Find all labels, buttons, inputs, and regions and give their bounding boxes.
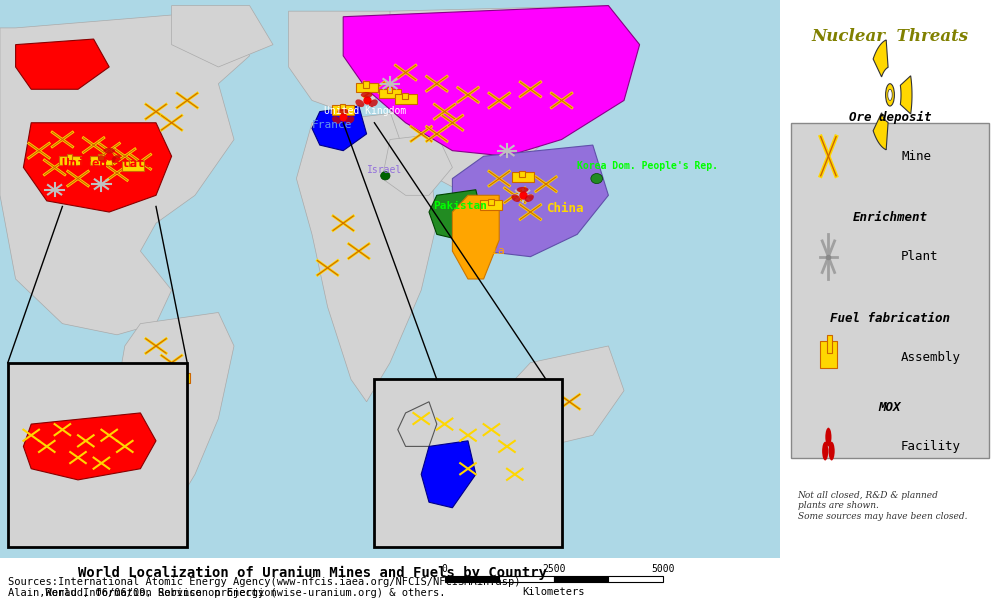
Polygon shape (23, 413, 156, 480)
Ellipse shape (369, 100, 378, 107)
Bar (363, 82, 369, 88)
Bar (543, 394, 548, 400)
Text: MOX: MOX (879, 401, 901, 414)
Bar (374, 379, 562, 547)
Bar (356, 83, 378, 92)
Polygon shape (117, 313, 234, 514)
Ellipse shape (517, 187, 528, 193)
Ellipse shape (103, 148, 115, 154)
Bar (488, 199, 494, 205)
Text: Ore deposit: Ore deposit (849, 110, 931, 124)
Bar (554, 577, 608, 583)
Bar (379, 89, 401, 98)
Bar (535, 395, 557, 405)
Bar (820, 341, 837, 368)
Bar (402, 92, 408, 99)
Ellipse shape (886, 84, 894, 106)
Text: Sources:International Atomic Energy Agency(www-nfcis.iaea.org/NFCIS/NFCISMAin.as: Sources:International Atomic Energy Agen… (8, 577, 520, 598)
Ellipse shape (825, 428, 831, 446)
Bar (98, 154, 104, 160)
Text: Fuel fabrication: Fuel fabrication (830, 311, 950, 325)
Ellipse shape (511, 194, 520, 202)
Bar (340, 104, 345, 110)
Text: Nuclear  Threats: Nuclear Threats (811, 28, 969, 45)
Text: 5000: 5000 (651, 564, 675, 574)
Text: Pakistan: Pakistan (433, 201, 487, 211)
Text: Alain Renaud, 06/06/09, Robinson projection: Alain Renaud, 06/06/09, Robinson project… (8, 588, 277, 598)
Bar (332, 106, 354, 115)
Text: Kilometers: Kilometers (523, 587, 585, 598)
Text: India: India (472, 246, 506, 256)
Ellipse shape (98, 155, 107, 163)
Ellipse shape (345, 116, 354, 124)
Ellipse shape (829, 442, 835, 460)
Text: World Localization of Uranium Mines and Fuels by Country: World Localization of Uranium Mines and … (78, 566, 546, 580)
Bar (8, 362, 187, 547)
Polygon shape (873, 113, 888, 150)
Text: Assembly: Assembly (901, 350, 961, 364)
Ellipse shape (525, 194, 534, 202)
Bar (176, 371, 182, 378)
Polygon shape (507, 346, 624, 446)
Text: Israel: Israel (367, 165, 402, 175)
Polygon shape (390, 5, 640, 196)
Text: Korea Dom. People's Rep.: Korea Dom. People's Rep. (577, 161, 718, 170)
Polygon shape (452, 145, 608, 257)
Ellipse shape (337, 109, 349, 115)
Polygon shape (429, 190, 484, 240)
Bar (445, 577, 499, 583)
Text: Facility: Facility (901, 440, 961, 453)
Text: 0: 0 (442, 564, 448, 574)
Ellipse shape (888, 89, 892, 100)
Text: Not all closed, R&D & planned
plants are shown.
Some sources may have been close: Not all closed, R&D & planned plants are… (798, 491, 967, 521)
Polygon shape (398, 402, 437, 446)
Polygon shape (172, 5, 273, 67)
Text: Mine: Mine (901, 150, 931, 163)
Polygon shape (873, 40, 888, 77)
Ellipse shape (361, 92, 372, 98)
Ellipse shape (591, 173, 603, 184)
Bar (168, 373, 190, 383)
Bar (59, 155, 81, 165)
Ellipse shape (381, 172, 390, 180)
Polygon shape (289, 11, 406, 112)
Ellipse shape (355, 100, 364, 107)
Ellipse shape (822, 442, 828, 460)
Bar (387, 87, 392, 93)
Bar (499, 577, 554, 583)
Polygon shape (382, 134, 452, 196)
Text: United Kingdom: United Kingdom (324, 106, 406, 116)
Bar (129, 160, 135, 166)
Bar (791, 123, 989, 458)
Bar (519, 171, 525, 177)
Text: United States: United States (62, 157, 160, 170)
Bar (512, 172, 534, 182)
Text: Enrichment: Enrichment (852, 211, 928, 224)
Text: Russian Federation: Russian Federation (491, 57, 626, 70)
Ellipse shape (111, 155, 120, 163)
Polygon shape (452, 196, 499, 279)
Polygon shape (421, 441, 476, 508)
Polygon shape (0, 11, 250, 335)
Bar (67, 154, 72, 160)
Polygon shape (296, 112, 437, 402)
Bar (90, 155, 112, 165)
Bar (395, 94, 417, 104)
Ellipse shape (332, 116, 341, 124)
Polygon shape (312, 106, 367, 151)
Text: 2500: 2500 (542, 564, 566, 574)
Bar (608, 577, 663, 583)
Polygon shape (343, 5, 640, 156)
Text: China: China (546, 202, 584, 215)
Polygon shape (900, 76, 912, 114)
Bar (827, 335, 832, 353)
Bar (122, 161, 144, 170)
Bar (480, 200, 502, 209)
Text: Plant: Plant (901, 250, 938, 263)
Polygon shape (16, 39, 109, 89)
Polygon shape (23, 123, 172, 212)
Text: France: France (312, 121, 352, 130)
